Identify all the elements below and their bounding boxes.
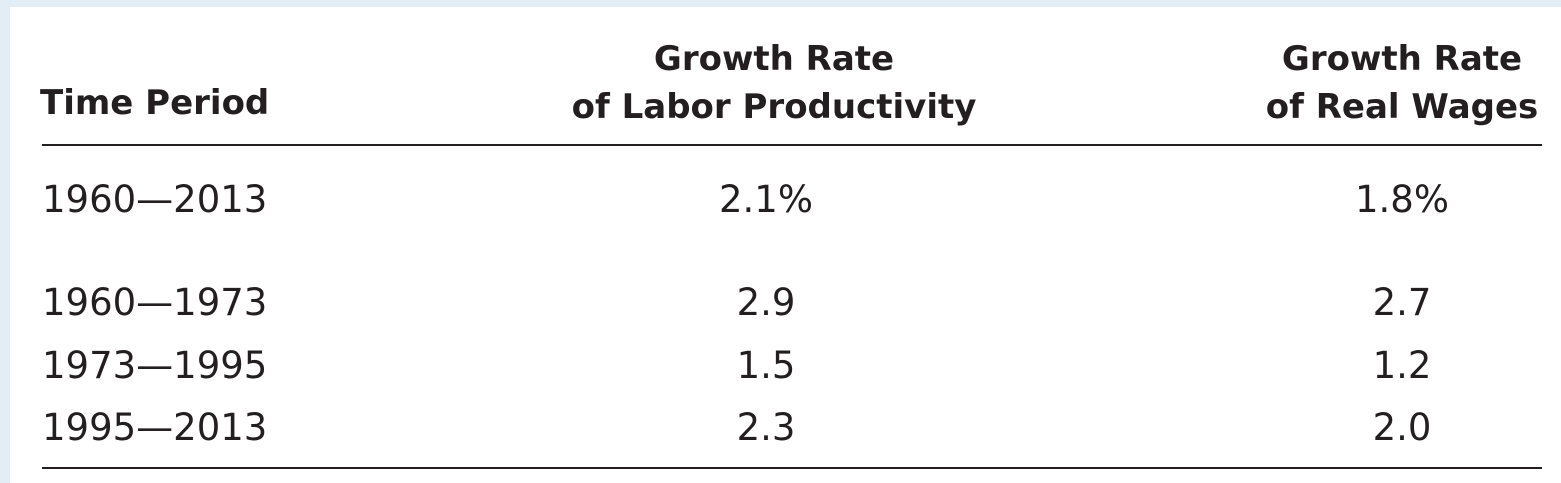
header-wages-line2: of Real Wages [1265,87,1539,127]
header-productivity-line2: of Labor Productivity [571,87,977,127]
cell-wages: 2.0 [1372,406,1432,449]
cell-productivity: 2.3 [736,406,796,449]
cell-period: 1960—2013 [42,178,268,221]
header-wages-line1: Growth Rate [1281,39,1523,79]
cell-wages: 1.2 [1372,344,1432,387]
cell-period: 1973—1995 [42,344,268,387]
cell-productivity: 2.9 [736,281,796,324]
cell-productivity: 2.1% [719,178,813,221]
header-time-period: Time Period [40,83,270,123]
header-productivity-line1: Growth Rate [653,39,895,79]
cell-productivity: 1.5 [736,344,796,387]
cell-period: 1995—2013 [42,406,268,449]
table-panel: Time Period Growth Rate of Labor Product… [10,7,1561,483]
cell-period: 1960—1973 [42,281,268,324]
cell-wages: 2.7 [1372,281,1432,324]
bottom-rule [42,467,1542,469]
header-rule [42,144,1542,146]
cell-wages: 1.8% [1355,178,1449,221]
